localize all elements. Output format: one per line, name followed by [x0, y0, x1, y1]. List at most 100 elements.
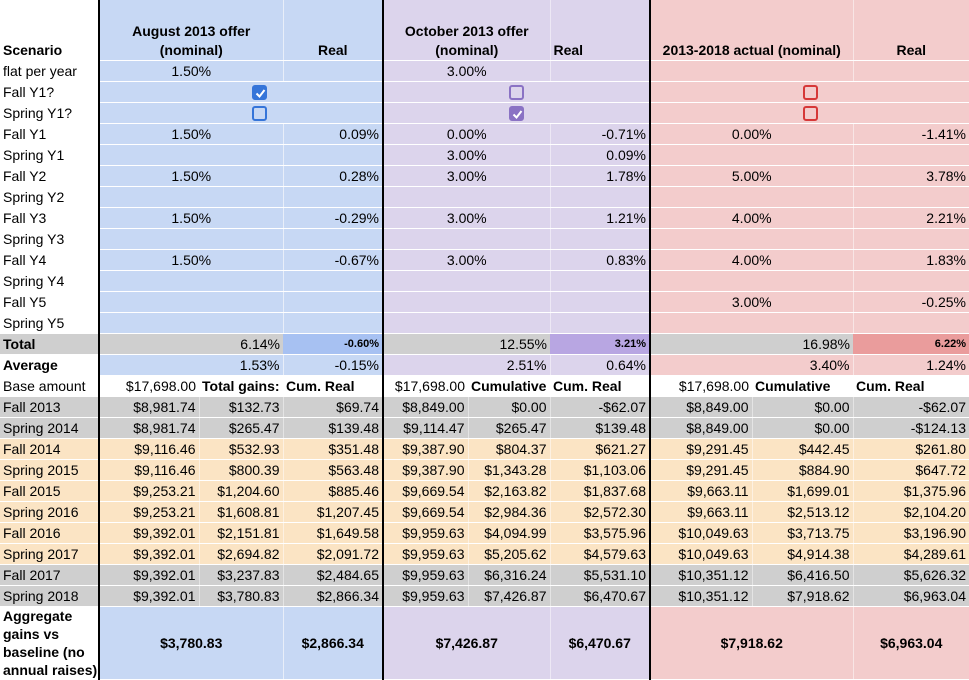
scenario-row: Fall Y2 1.50% 0.28% 3.00% 1.78% 5.00% 3.78% — [0, 165, 969, 187]
semester-value: $1,699.01 — [751, 480, 853, 502]
semester-value: $1,608.81 — [198, 501, 283, 523]
semester-label: Fall 2016 — [0, 522, 99, 544]
actual-real-rate: 2.21% — [852, 207, 969, 229]
oct-cumulative-header: Cumulative — [468, 375, 550, 397]
aug-fall-y1-checkbox[interactable] — [252, 85, 267, 101]
actual-header: 2013-2018 actual (nominal) — [649, 0, 853, 61]
oct-real-rate — [549, 270, 650, 292]
oct-real-rate — [549, 312, 650, 334]
semester-label: Fall 2013 — [0, 396, 99, 418]
actual-real-rate — [852, 270, 969, 292]
semester-row: Spring 2017 $9,392.01 $2,694.82 $2,091.72 $9… — [0, 543, 969, 565]
oct-fall-y1-checkbox[interactable] — [509, 85, 524, 101]
oct-real-average: 0.64% — [549, 354, 650, 376]
total-label: Total — [0, 333, 99, 355]
aug-total: 6.14% — [98, 333, 283, 355]
semester-value: $9,669.54 — [382, 480, 468, 502]
oct-aggregate: $7,426.87 — [382, 606, 550, 680]
actual-rate — [649, 312, 853, 334]
total-row: Total 6.14% -0.60% 12.55% 3.21% 16.98% 6.22% — [0, 333, 969, 355]
semester-value: $621.27 — [549, 438, 650, 460]
actual-real-rate: -0.25% — [852, 291, 969, 313]
aug-real-rate: 0.28% — [282, 165, 383, 187]
semester-value: $265.47 — [467, 417, 550, 439]
semester-value: $2,104.20 — [852, 501, 969, 523]
semester-value: $10,351.12 — [649, 585, 752, 607]
oct-offer-header: October 2013 offer (nominal) — [382, 0, 550, 61]
aug-spring-y1-checkbox[interactable] — [252, 106, 267, 122]
semester-value: $2,484.65 — [282, 564, 383, 586]
oct-cum-real-header: Cum. Real — [550, 375, 650, 397]
oct-real-rate: 1.21% — [549, 207, 650, 229]
oct-total: 12.55% — [382, 333, 550, 355]
semester-value: $6,963.04 — [852, 585, 969, 607]
semester-value: $265.47 — [198, 417, 283, 439]
aug-real-rate: -0.67% — [282, 249, 383, 271]
semester-value: $2,163.82 — [467, 480, 550, 502]
semester-value: -$62.07 — [852, 396, 969, 418]
base-label: Base amount — [0, 375, 99, 397]
scenario-row: Spring Y2 — [0, 186, 969, 208]
semester-label: Spring 2014 — [0, 417, 99, 439]
scenario-label: Fall Y2 — [0, 165, 99, 187]
oct-rate — [382, 228, 550, 250]
flat-label: flat per year — [0, 60, 99, 82]
oct-spring-y1-checkbox[interactable] — [509, 106, 524, 122]
aggregate-label-line: gains vs — [3, 626, 60, 642]
semester-label: Spring 2017 — [0, 543, 99, 565]
semester-value: $9,387.90 — [382, 459, 468, 481]
semester-value: $9,663.11 — [649, 501, 752, 523]
oct-rate: 3.00% — [382, 165, 550, 187]
aug-real-rate — [282, 228, 383, 250]
semester-label: Spring 2015 — [0, 459, 99, 481]
semester-value: -$62.07 — [549, 396, 650, 418]
aug-real-rate — [282, 186, 383, 208]
semester-value: $4,914.38 — [751, 543, 853, 565]
aug-real-rate — [282, 312, 383, 334]
actual-real-header: Real — [852, 0, 969, 61]
actual-aggregate: $7,918.62 — [649, 606, 853, 680]
semester-value: $139.48 — [549, 417, 650, 439]
oct-real-rate — [549, 186, 650, 208]
aug-offer-header: August 2013 offer (nominal) — [98, 0, 283, 61]
semester-value: $7,918.62 — [751, 585, 853, 607]
aug-real-average: -0.15% — [282, 354, 383, 376]
semester-value: $9,669.54 — [382, 501, 468, 523]
aggregate-label-line: annual raises) — [3, 662, 98, 678]
actual-real-rate: -1.41% — [852, 123, 969, 145]
aug-base-amount: $17,698.00 — [98, 375, 199, 397]
semester-value: $2,984.36 — [467, 501, 550, 523]
semester-value: $261.80 — [852, 438, 969, 460]
semester-row: Fall 2016 $9,392.01 $2,151.81 $1,649.58 $9,9… — [0, 522, 969, 544]
spring-y1-checkbox-row: Spring Y1? — [0, 102, 969, 124]
semester-value: $884.90 — [751, 459, 853, 481]
checkmark-icon — [255, 89, 266, 99]
semester-value: $3,713.75 — [751, 522, 853, 544]
semester-value: $9,114.47 — [382, 417, 468, 439]
aug-rate: 1.50% — [98, 123, 283, 145]
semester-value: $0.00 — [751, 417, 853, 439]
semester-row: Spring 2014 $8,981.74 $265.47 $139.48 $9,114… — [0, 417, 969, 439]
actual-fall-y1-checkbox[interactable] — [802, 85, 818, 101]
aug-real-rate — [282, 291, 383, 313]
scenario-label: Spring Y2 — [0, 186, 99, 208]
semester-label: Spring 2018 — [0, 585, 99, 607]
semester-value: $885.46 — [282, 480, 383, 502]
aug-rate — [98, 291, 283, 313]
aug-rate — [98, 312, 283, 334]
scenario-label: Fall Y4 — [0, 249, 99, 271]
oct-rate — [382, 270, 550, 292]
semester-value: $9,959.63 — [382, 585, 468, 607]
aug-real-header: Real — [282, 0, 383, 61]
semester-row: Fall 2013 $8,981.74 $132.73 $69.74 $8,849.00… — [0, 396, 969, 418]
aug-rate — [98, 270, 283, 292]
semester-value: $2,513.12 — [751, 501, 853, 523]
aggregate-label-line: baseline (no — [3, 644, 85, 660]
oct-rate — [382, 312, 550, 334]
base-amount-row: Base amount $17,698.00 Total gains: Cum. Re… — [0, 375, 969, 397]
actual-spring-y1-checkbox[interactable] — [802, 106, 818, 122]
semester-value: $9,959.63 — [382, 522, 468, 544]
semester-value: $2,091.72 — [282, 543, 383, 565]
semester-value: $5,531.10 — [549, 564, 650, 586]
